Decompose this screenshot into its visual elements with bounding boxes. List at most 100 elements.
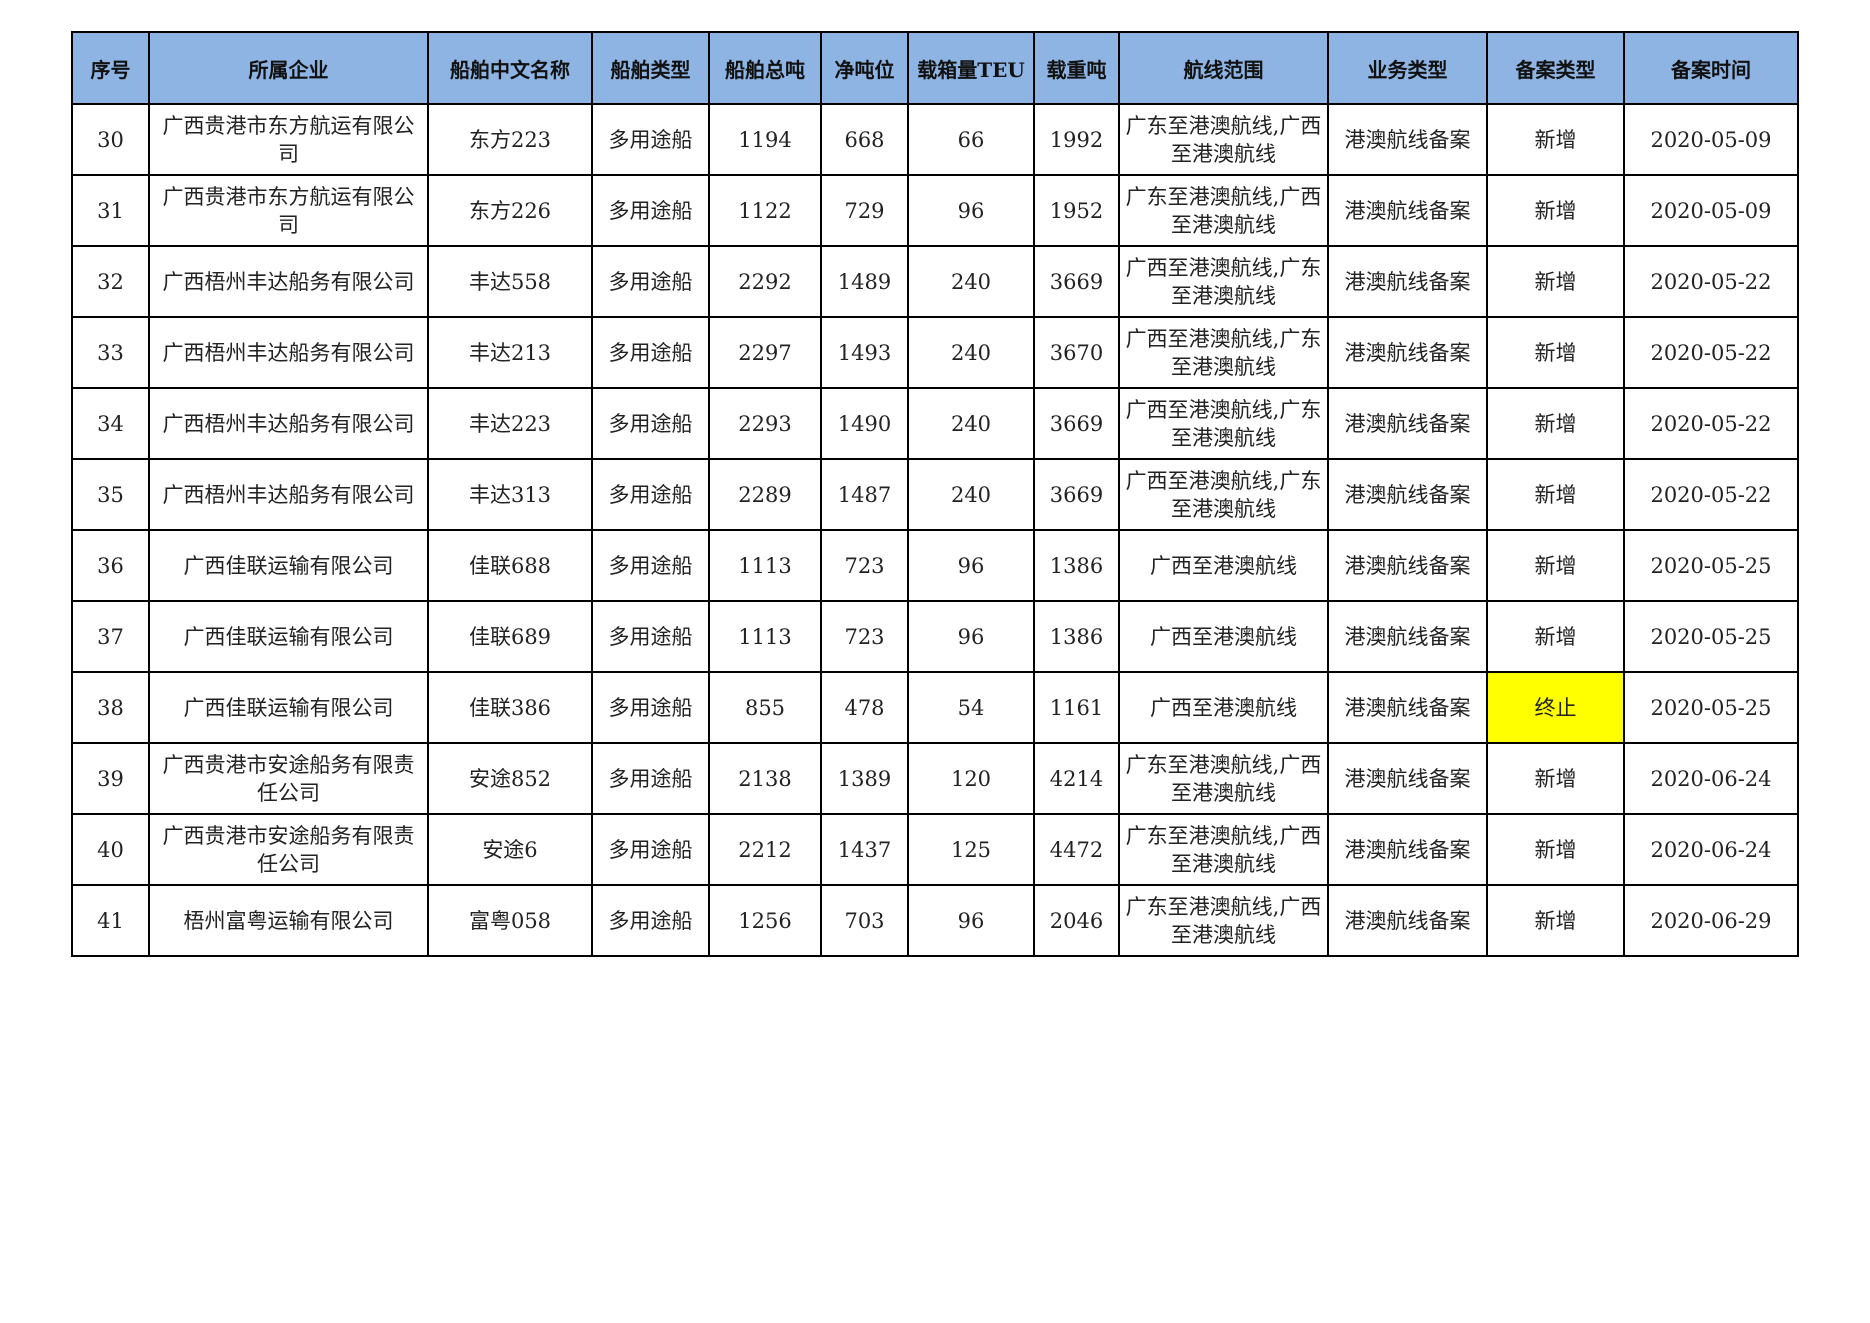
header-teu: 载箱量TEU [907, 31, 1035, 105]
cell-filing-type: 新增 [1486, 458, 1625, 531]
table-row: 31 广西贵港市东方航运有限公司 东方226 多用途船 1122 729 96 1952 广东至… [71, 174, 1799, 247]
cell-seq: 34 [71, 387, 150, 460]
cell-company: 广西佳联运输有限公司 [148, 671, 429, 744]
cell-filing-date: 2020-05-25 [1623, 529, 1799, 602]
cell-route: 广东至港澳航线,广西至港澳航线 [1118, 174, 1329, 247]
header-net-tonnage: 净吨位 [820, 31, 909, 105]
cell-deadweight: 3669 [1033, 458, 1120, 531]
cell-business-type: 港澳航线备案 [1327, 245, 1488, 318]
cell-route: 广东至港澳航线,广西至港澳航线 [1118, 103, 1329, 176]
cell-ship-name: 安途852 [427, 742, 593, 815]
cell-filing-type: 终止 [1486, 671, 1625, 744]
cell-ship-type: 多用途船 [591, 174, 710, 247]
header-filing-type: 备案类型 [1486, 31, 1625, 105]
cell-teu: 240 [907, 458, 1035, 531]
cell-deadweight: 2046 [1033, 884, 1120, 957]
cell-business-type: 港澳航线备案 [1327, 103, 1488, 176]
cell-ship-name: 安途6 [427, 813, 593, 886]
cell-gross-tonnage: 1113 [708, 529, 822, 602]
cell-deadweight: 4214 [1033, 742, 1120, 815]
cell-ship-type: 多用途船 [591, 884, 710, 957]
cell-net-tonnage: 1487 [820, 458, 909, 531]
cell-ship-name: 丰达313 [427, 458, 593, 531]
cell-route: 广西至港澳航线 [1118, 671, 1329, 744]
header-seq: 序号 [71, 31, 150, 105]
cell-filing-type: 新增 [1486, 813, 1625, 886]
cell-ship-type: 多用途船 [591, 529, 710, 602]
cell-teu: 96 [907, 529, 1035, 602]
cell-filing-date: 2020-06-29 [1623, 884, 1799, 957]
table-row: 35 广西梧州丰达船务有限公司 丰达313 多用途船 2289 1487 240 3669 广西… [71, 458, 1799, 531]
cell-teu: 96 [907, 174, 1035, 247]
cell-ship-type: 多用途船 [591, 600, 710, 673]
cell-route: 广西至港澳航线,广东至港澳航线 [1118, 387, 1329, 460]
cell-teu: 120 [907, 742, 1035, 815]
cell-ship-name: 佳联689 [427, 600, 593, 673]
cell-seq: 32 [71, 245, 150, 318]
cell-net-tonnage: 1437 [820, 813, 909, 886]
cell-filing-type: 新增 [1486, 529, 1625, 602]
cell-seq: 30 [71, 103, 150, 176]
cell-business-type: 港澳航线备案 [1327, 458, 1488, 531]
cell-net-tonnage: 729 [820, 174, 909, 247]
cell-filing-date: 2020-05-25 [1623, 600, 1799, 673]
cell-teu: 125 [907, 813, 1035, 886]
cell-net-tonnage: 1489 [820, 245, 909, 318]
cell-gross-tonnage: 2292 [708, 245, 822, 318]
cell-business-type: 港澳航线备案 [1327, 387, 1488, 460]
cell-route: 广西至港澳航线,广东至港澳航线 [1118, 458, 1329, 531]
cell-net-tonnage: 1490 [820, 387, 909, 460]
cell-business-type: 港澳航线备案 [1327, 174, 1488, 247]
cell-ship-type: 多用途船 [591, 245, 710, 318]
cell-gross-tonnage: 2138 [708, 742, 822, 815]
cell-gross-tonnage: 1122 [708, 174, 822, 247]
cell-seq: 40 [71, 813, 150, 886]
cell-filing-date: 2020-05-25 [1623, 671, 1799, 744]
cell-seq: 37 [71, 600, 150, 673]
header-gross-tonnage: 船舶总吨 [708, 31, 822, 105]
cell-company: 梧州富粤运输有限公司 [148, 884, 429, 957]
header-company: 所属企业 [148, 31, 429, 105]
cell-deadweight: 4472 [1033, 813, 1120, 886]
cell-deadweight: 3670 [1033, 316, 1120, 389]
cell-teu: 54 [907, 671, 1035, 744]
cell-company: 广西贵港市东方航运有限公司 [148, 174, 429, 247]
cell-teu: 96 [907, 600, 1035, 673]
cell-net-tonnage: 1389 [820, 742, 909, 815]
table-row: 37 广西佳联运输有限公司 佳联689 多用途船 1113 723 96 1386 广西至港澳航… [71, 600, 1799, 673]
cell-gross-tonnage: 855 [708, 671, 822, 744]
cell-route: 广东至港澳航线,广西至港澳航线 [1118, 813, 1329, 886]
table-row: 33 广西梧州丰达船务有限公司 丰达213 多用途船 2297 1493 240 3670 广西… [71, 316, 1799, 389]
cell-seq: 38 [71, 671, 150, 744]
cell-gross-tonnage: 1256 [708, 884, 822, 957]
cell-gross-tonnage: 2289 [708, 458, 822, 531]
cell-ship-type: 多用途船 [591, 742, 710, 815]
cell-business-type: 港澳航线备案 [1327, 884, 1488, 957]
cell-ship-name: 东方226 [427, 174, 593, 247]
table-row: 34 广西梧州丰达船务有限公司 丰达223 多用途船 2293 1490 240 3669 广西… [71, 387, 1799, 460]
cell-business-type: 港澳航线备案 [1327, 529, 1488, 602]
cell-deadweight: 1992 [1033, 103, 1120, 176]
table-row: 40 广西贵港市安途船务有限责任公司 安途6 多用途船 2212 1437 125 4472 广… [71, 813, 1799, 886]
cell-route: 广西至港澳航线,广东至港澳航线 [1118, 316, 1329, 389]
cell-deadweight: 1952 [1033, 174, 1120, 247]
cell-filing-type: 新增 [1486, 245, 1625, 318]
cell-teu: 240 [907, 245, 1035, 318]
cell-net-tonnage: 1493 [820, 316, 909, 389]
cell-net-tonnage: 723 [820, 600, 909, 673]
cell-route: 广西至港澳航线,广东至港澳航线 [1118, 245, 1329, 318]
cell-filing-date: 2020-05-22 [1623, 458, 1799, 531]
cell-net-tonnage: 668 [820, 103, 909, 176]
table-row: 36 广西佳联运输有限公司 佳联688 多用途船 1113 723 96 1386 广西至港澳航… [71, 529, 1799, 602]
cell-ship-name: 东方223 [427, 103, 593, 176]
cell-filing-date: 2020-05-22 [1623, 316, 1799, 389]
cell-company: 广西贵港市安途船务有限责任公司 [148, 813, 429, 886]
cell-seq: 31 [71, 174, 150, 247]
cell-deadweight: 3669 [1033, 245, 1120, 318]
cell-route: 广东至港澳航线,广西至港澳航线 [1118, 884, 1329, 957]
cell-filing-date: 2020-05-09 [1623, 174, 1799, 247]
cell-filing-date: 2020-05-22 [1623, 245, 1799, 318]
cell-gross-tonnage: 2297 [708, 316, 822, 389]
cell-gross-tonnage: 2293 [708, 387, 822, 460]
cell-filing-date: 2020-06-24 [1623, 742, 1799, 815]
